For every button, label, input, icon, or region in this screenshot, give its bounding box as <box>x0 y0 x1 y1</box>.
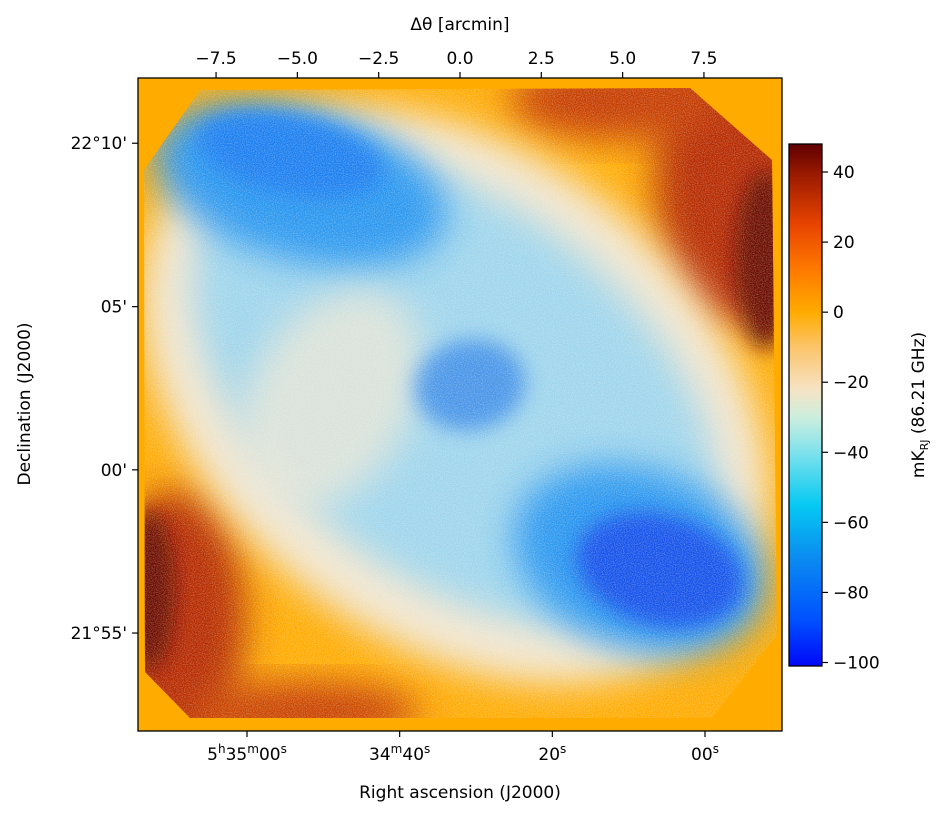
colorbar-tick-label: −100 <box>833 653 880 673</box>
colorbar-label-subscript: RJ <box>918 440 931 451</box>
left-tick-label: 05' <box>101 298 127 318</box>
bottom-axis-label: Right ascension (J2000) <box>359 783 561 803</box>
top-x-axis: −7.5 −5.0 −2.5 0.0 2.5 5.0 7.5 <box>195 49 717 78</box>
colorbar-axis: 40 20 0 −20 −40 −60 −80 −100 <box>822 163 880 673</box>
colorbar-tick-label: 40 <box>833 163 855 183</box>
top-tick-label: 5.0 <box>609 49 636 69</box>
heatmap-image <box>138 78 782 731</box>
colorbar-tick-label: 20 <box>833 233 855 253</box>
colorbar-label: mKRJ (86.21 GHz) <box>909 332 931 478</box>
top-tick-label: −7.5 <box>195 49 236 69</box>
left-y-axis: 22°10' 05' 00' 21°55' <box>71 134 138 644</box>
colorbar-tick-label: −20 <box>833 373 869 393</box>
colorbar <box>788 143 823 667</box>
top-axis-label: Δθ [arcmin] <box>410 15 509 35</box>
top-tick-label: 7.5 <box>690 49 717 69</box>
colorbar-label-main: mK <box>909 450 929 479</box>
bottom-tick-label: 5h35m00s <box>207 742 287 765</box>
colorbar-tick-label: −80 <box>833 583 869 603</box>
top-tick-label: 2.5 <box>528 49 555 69</box>
top-tick-label: 0.0 <box>446 49 473 69</box>
colorbar-tick-label: −40 <box>833 443 869 463</box>
left-tick-label: 00' <box>101 461 127 481</box>
bottom-tick-label: 34m40s <box>369 742 430 765</box>
left-tick-label: 22°10' <box>71 134 127 154</box>
colorbar-tick-label: 0 <box>833 303 844 323</box>
top-tick-label: −5.0 <box>277 49 318 69</box>
top-tick-label: −2.5 <box>358 49 399 69</box>
left-axis-label: Declination (J2000) <box>15 322 35 485</box>
bottom-tick-label: 00s <box>691 742 719 765</box>
colorbar-tick-label: −60 <box>833 513 869 533</box>
noise-texture <box>144 88 777 718</box>
colorbar-label-tail: (86.21 GHz) <box>909 332 929 440</box>
bottom-tick-label: 20s <box>538 742 566 765</box>
bottom-x-axis: 5h35m00s 34m40s 20s 00s <box>207 731 719 765</box>
left-tick-label: 21°55' <box>71 624 127 644</box>
